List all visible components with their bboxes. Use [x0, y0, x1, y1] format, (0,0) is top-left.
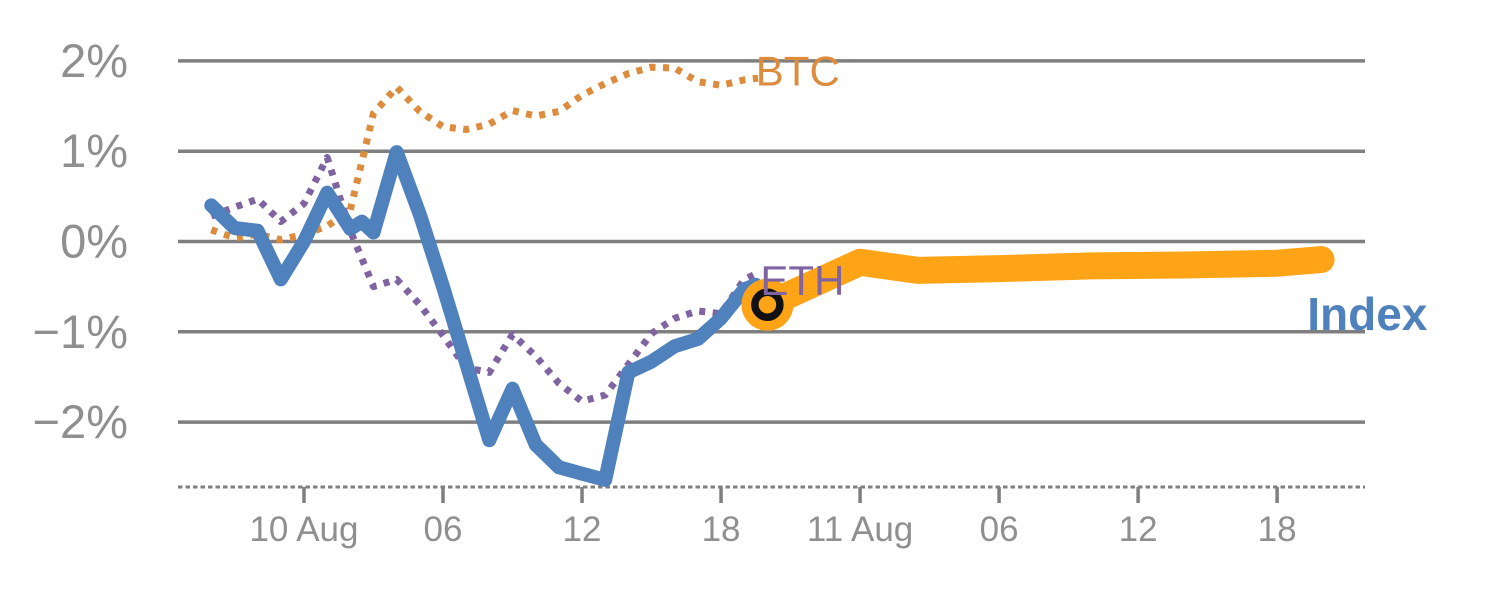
y-tick-label: −2%	[33, 395, 128, 448]
series-label-index: Index	[1307, 288, 1428, 340]
x-tick-label: 18	[702, 510, 741, 549]
series-label-btc: BTC	[756, 47, 840, 94]
x-tick-label: 11 Aug	[807, 510, 913, 549]
x-tick-label: 10 Aug	[249, 510, 358, 549]
series-line-index	[204, 145, 775, 487]
current-point-marker	[751, 288, 784, 321]
x-tick-label: 06	[980, 510, 1019, 549]
y-tick-label: 1%	[60, 124, 128, 177]
y-tick-label: 2%	[60, 34, 128, 87]
x-tick-label: 12	[1119, 510, 1158, 549]
y-tick-label: 0%	[60, 215, 128, 268]
series-line-eth	[210, 154, 758, 405]
x-tick-label: 06	[424, 510, 463, 549]
series-label-eth: ETH	[760, 257, 844, 304]
series-line-index-current-period	[753, 246, 1335, 319]
x-tick-label: 12	[563, 510, 602, 549]
x-tick-label: 18	[1258, 510, 1297, 549]
y-tick-label: −1%	[33, 305, 128, 358]
